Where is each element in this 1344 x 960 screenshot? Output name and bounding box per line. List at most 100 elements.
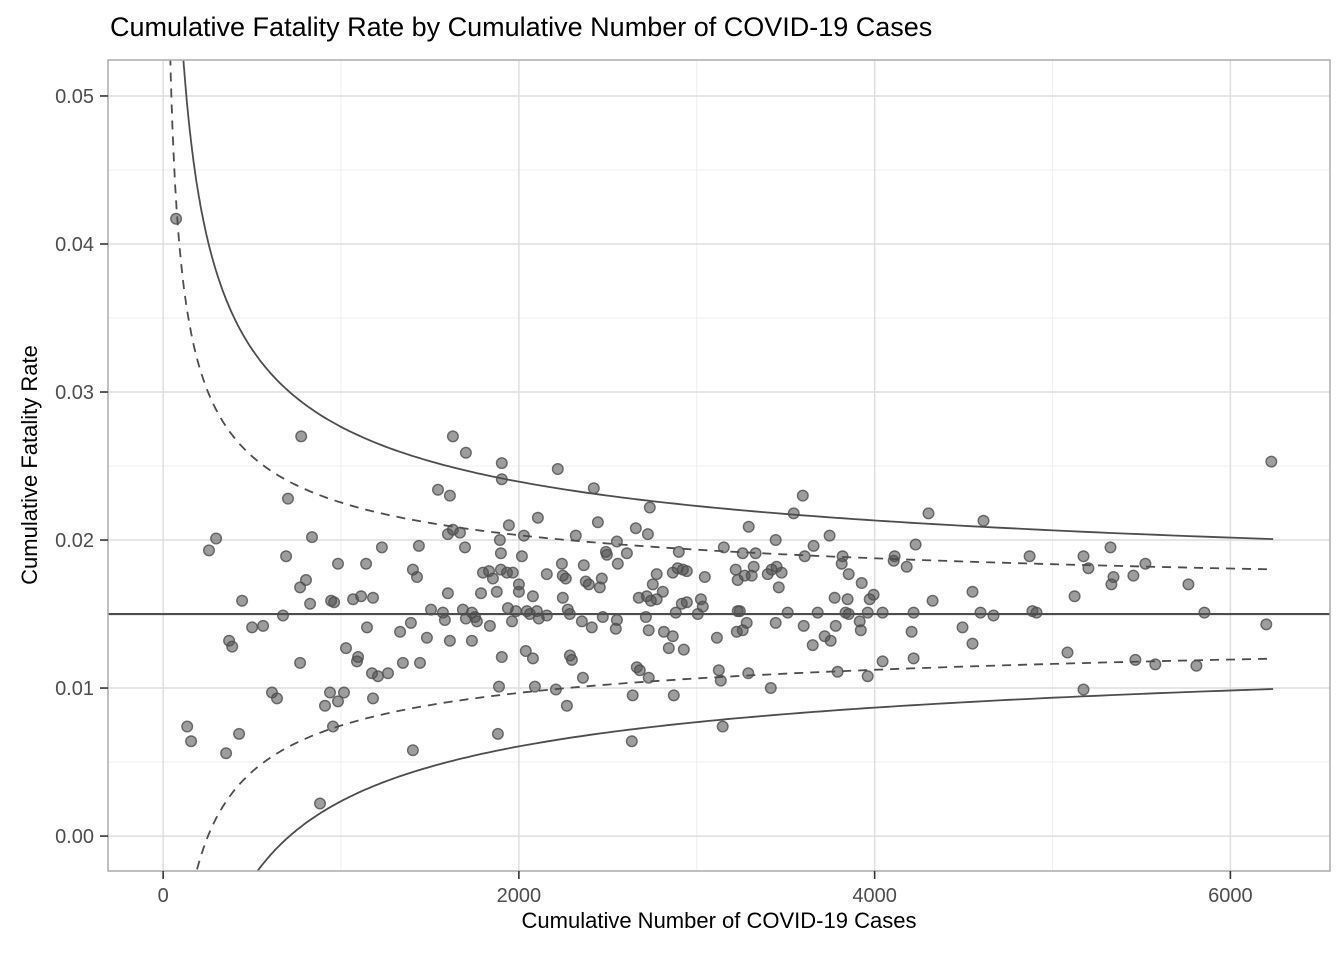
scatter-point (642, 624, 655, 637)
scatter-point (577, 559, 590, 572)
scatter-point (202, 544, 215, 557)
scatter-point (233, 727, 246, 740)
lower-control-limit-dashed (195, 657, 1274, 871)
scatter-point (626, 689, 639, 702)
scatter-point (620, 547, 633, 560)
scatter-point (876, 606, 889, 619)
scatter-point (441, 587, 454, 600)
scatter-point (556, 591, 569, 604)
scatter-points (170, 212, 1278, 810)
scatter-point (294, 656, 307, 669)
scatter-point (494, 547, 507, 560)
scatter-point (585, 621, 598, 634)
scatter-point (382, 667, 395, 680)
scatter-point (591, 516, 604, 529)
scatter-point (867, 588, 880, 601)
y-tick-label: 0.03 (55, 382, 94, 404)
scatter-point (338, 686, 351, 699)
scatter-point (236, 594, 249, 607)
scatter-point (493, 534, 506, 547)
scatter-point (495, 651, 508, 664)
scatter-point (181, 720, 194, 733)
scatter-point (841, 593, 854, 606)
scatter-point (438, 614, 451, 627)
scatter-point (526, 652, 539, 665)
scatter-point (526, 590, 539, 603)
scatter-point (1082, 562, 1095, 575)
scatter-point (907, 606, 920, 619)
scatter-point (662, 642, 675, 655)
x-tick-label: 4000 (852, 885, 897, 907)
scatter-point (517, 529, 530, 542)
scatter-point (1105, 578, 1118, 591)
scatter-point (907, 652, 920, 665)
scatter-point (563, 608, 576, 621)
scatter-point (375, 541, 388, 554)
scatter-point (332, 695, 345, 708)
scatter-point (314, 797, 327, 810)
scatter-point (900, 560, 913, 573)
y-tick-label: 0.00 (55, 826, 94, 848)
scatter-point (459, 446, 472, 459)
scatter-point (714, 674, 727, 687)
scatter-point (361, 621, 374, 634)
scatter-point (656, 585, 669, 598)
scatter-point (1190, 659, 1203, 672)
scatter-point (483, 619, 496, 632)
scatter-point (691, 608, 704, 621)
scatter-point (502, 519, 515, 532)
y-tick-label: 0.05 (55, 86, 94, 108)
scatter-point (876, 655, 889, 668)
scatter-point (742, 520, 755, 533)
scatter-point (1061, 646, 1074, 659)
scatter-point (609, 622, 622, 635)
scatter-point (332, 557, 345, 570)
scatter-point (1068, 590, 1081, 603)
scatter-point (454, 526, 467, 539)
scatter-point (531, 511, 544, 524)
lower-control-limit-solid (256, 688, 1274, 871)
scatter-point (295, 430, 308, 443)
scatter-point (926, 594, 939, 607)
scatter-point (432, 483, 445, 496)
y-tick-label: 0.04 (55, 234, 94, 256)
scatter-point (798, 550, 811, 563)
scatter-point (282, 492, 295, 505)
scatter-point (257, 619, 270, 632)
scatter-point (829, 619, 842, 632)
scatter-point (185, 735, 198, 748)
scatter-point (787, 507, 800, 520)
scatter-point (987, 609, 1000, 622)
scatter-point (922, 507, 935, 520)
scatter-point (396, 656, 409, 669)
scatter-point (540, 568, 553, 581)
scatter-point (824, 634, 837, 647)
scatter-point (324, 686, 337, 699)
scatter-point (677, 643, 690, 656)
scatter-point (459, 612, 472, 625)
x-tick-label: 6000 (1208, 885, 1253, 907)
scatter-point (367, 591, 380, 604)
scatter-point (625, 735, 638, 748)
scatter-point (835, 557, 848, 570)
scatter-point (764, 682, 777, 695)
scatter-point (1077, 550, 1090, 563)
scatter-point (210, 532, 223, 545)
scatter-point (823, 529, 836, 542)
scatter-point (772, 581, 785, 594)
scatter-point (1182, 578, 1195, 591)
x-tick-label: 2000 (497, 885, 542, 907)
y-axis-title: Cumulative Fatality Rate (17, 345, 42, 585)
scatter-point (710, 631, 723, 644)
scatter-point (974, 606, 987, 619)
scatter-point (610, 535, 623, 548)
scatter-point (569, 529, 582, 542)
scatter-point (717, 541, 730, 554)
scatter-point (596, 611, 609, 624)
scatter-point (441, 528, 454, 541)
scatter-point (406, 744, 419, 757)
scatter-point (495, 457, 508, 470)
scatter-point (555, 557, 568, 570)
scatter-point (304, 597, 317, 610)
scatter-point (643, 501, 656, 514)
